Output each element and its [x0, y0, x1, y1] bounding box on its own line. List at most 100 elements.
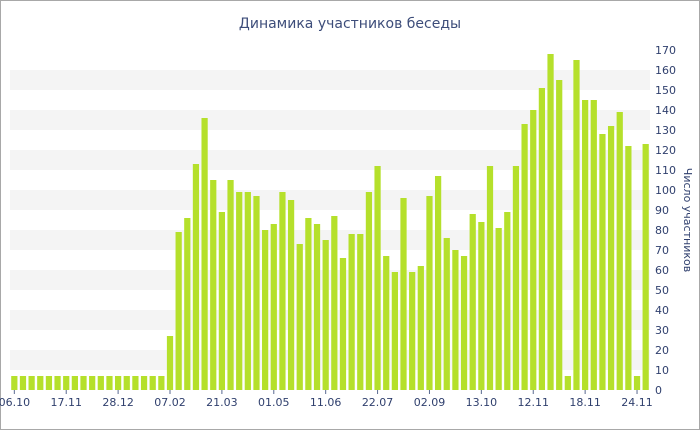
bar: [313, 224, 321, 390]
grid-stripe: [10, 270, 650, 290]
bar: [512, 166, 520, 390]
bar: [322, 240, 329, 390]
bar: [460, 256, 468, 390]
x-tick-label: 13.10: [466, 396, 498, 409]
bar: [374, 166, 381, 390]
x-tick-label: 22.07: [362, 396, 394, 409]
grid-stripe: [10, 70, 650, 90]
bar: [201, 118, 208, 390]
x-tick-label: 01.05: [258, 396, 290, 409]
bar: [63, 376, 70, 390]
bar: [244, 192, 251, 390]
bar: [642, 144, 649, 390]
bar: [400, 198, 407, 390]
x-tick-label: 11.06: [310, 396, 342, 409]
grid-stripe: [10, 350, 650, 370]
bars: [11, 54, 649, 390]
bar: [279, 192, 286, 390]
bar: [391, 272, 398, 390]
x-tick-label: 21.03: [206, 396, 238, 409]
x-tick-label: 17.11: [50, 396, 82, 409]
bar: [89, 376, 96, 390]
bar: [71, 376, 78, 390]
bar: [287, 200, 295, 390]
grid-stripe: [10, 230, 650, 250]
bar: [521, 124, 528, 390]
bar: [80, 376, 87, 390]
bar: [417, 266, 424, 390]
bar: [123, 376, 130, 390]
bar: [564, 376, 571, 390]
y-tick-label: 120: [655, 144, 676, 157]
bar: [590, 100, 597, 390]
y-tick-label: 170: [655, 44, 676, 57]
bar: [365, 192, 373, 390]
y-tick-label: 150: [655, 84, 676, 97]
y-tick-label: 160: [655, 64, 676, 77]
bar: [37, 376, 44, 390]
x-tick-label: 02.09: [414, 396, 446, 409]
bar: [495, 228, 502, 390]
bar: [434, 176, 442, 390]
bar: [210, 180, 217, 390]
y-tick-label: 10: [655, 364, 669, 377]
bar: [616, 112, 623, 390]
chart-title: Динамика участников беседы: [239, 16, 461, 32]
bar: [556, 80, 563, 390]
y-tick-label: 100: [655, 184, 676, 197]
bar: [530, 110, 537, 390]
bar: [486, 166, 494, 390]
bar: [599, 134, 606, 390]
bar: [339, 258, 347, 390]
bar: [106, 376, 113, 390]
bar: [547, 54, 554, 390]
bar: [633, 376, 641, 390]
bar: [149, 376, 156, 390]
y-tick-label: 80: [655, 224, 669, 237]
x-tick-label: 28.12: [102, 396, 134, 409]
bar: [504, 212, 511, 390]
bar: [227, 180, 234, 390]
background-stripes: [10, 70, 650, 370]
bar: [97, 376, 104, 390]
bar: [253, 196, 260, 390]
y-axis-ticks: 0 10 20 30 40 50 60 70 80 90 100 110 120 130 140 150 160…: [655, 44, 676, 397]
bar: [426, 196, 433, 390]
x-tick-label: 24.11: [621, 396, 653, 409]
bar: [607, 126, 615, 390]
y-tick-label: 40: [655, 304, 669, 317]
y-tick-label: 130: [655, 124, 676, 137]
bar: [331, 216, 338, 390]
bar: [582, 100, 589, 390]
bar: [184, 218, 191, 390]
y-tick-label: 140: [655, 104, 676, 117]
bar: [452, 250, 459, 390]
y-tick-label: 0: [655, 384, 662, 397]
x-tick-label: 07.02: [154, 396, 186, 409]
x-tick-label: 06.10: [0, 396, 30, 409]
grid-stripe: [10, 150, 650, 170]
bar: [19, 376, 27, 390]
y-tick-label: 70: [655, 244, 669, 257]
bar: [573, 60, 580, 390]
x-axis-ticks: 06.10 17.11 28.12 07.02 21.03 01.05 11.06 22.07…: [0, 390, 653, 409]
bar: [132, 376, 139, 390]
bar: [236, 192, 243, 390]
bar: [383, 256, 390, 390]
bar: [54, 376, 61, 390]
bar: [11, 376, 18, 390]
grid-stripe: [10, 110, 650, 130]
bar: [140, 376, 148, 390]
bar: [114, 376, 122, 390]
y-axis-label: Число участников: [681, 168, 694, 272]
x-tick-label: 12.11: [517, 396, 549, 409]
grid-stripe: [10, 310, 650, 330]
bar: [538, 88, 546, 390]
bar: [262, 230, 269, 390]
y-tick-label: 90: [655, 204, 669, 217]
y-tick-label: 50: [655, 284, 669, 297]
bar: [192, 164, 200, 390]
bar: [175, 232, 182, 390]
bar: [305, 218, 312, 390]
